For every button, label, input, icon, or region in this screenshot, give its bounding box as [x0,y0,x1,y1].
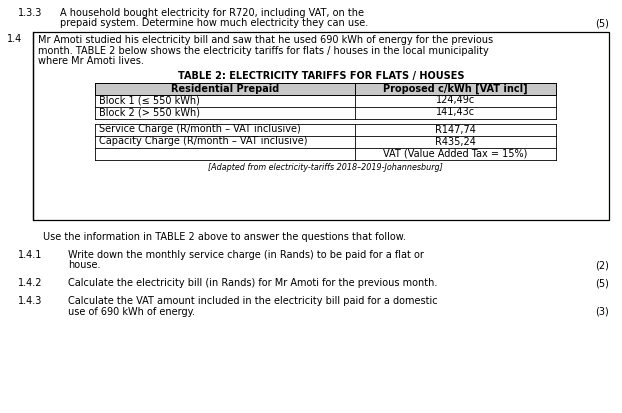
Text: Proposed c/kWh [VAT incl]: Proposed c/kWh [VAT incl] [383,83,528,94]
Text: Capacity Charge (R/month – VAT inclusive): Capacity Charge (R/month – VAT inclusive… [99,137,307,147]
Text: A household bought electricity for R720, including VAT, on the: A household bought electricity for R720,… [60,8,364,18]
Text: Block 2 (> 550 kWh): Block 2 (> 550 kWh) [99,107,200,118]
Text: 1.4.2: 1.4.2 [18,278,42,289]
Text: TABLE 2: ELECTRICITY TARIFFS FOR FLATS / HOUSES: TABLE 2: ELECTRICITY TARIFFS FOR FLATS /… [178,71,464,81]
Text: (3): (3) [595,307,609,317]
Text: 141,43c: 141,43c [436,107,475,118]
Text: use of 690 kWh of energy.: use of 690 kWh of energy. [68,307,195,317]
Text: 1.4: 1.4 [7,34,22,44]
Text: house.: house. [68,261,101,271]
Text: Block 1 (≤ 550 kWh): Block 1 (≤ 550 kWh) [99,95,200,105]
Text: where Mr Amoti lives.: where Mr Amoti lives. [38,56,144,66]
Text: R435,24: R435,24 [435,137,476,147]
Text: 124,49c: 124,49c [436,95,475,105]
Bar [33,32,609,220]
Text: (2): (2) [595,261,609,271]
Text: (5): (5) [595,19,609,28]
Text: Use the information in TABLE 2 above to answer the questions that follow.: Use the information in TABLE 2 above to … [43,232,406,242]
Text: R147,74: R147,74 [435,124,476,135]
Text: (5): (5) [595,278,609,289]
Text: [Adapted from electricity-tariffs 2018–2019-Johannesburg]: [Adapted from electricity-tariffs 2018–2… [208,162,443,171]
Text: 1.3.3: 1.3.3 [18,8,42,18]
Text: prepaid system. Determine how much electricity they can use.: prepaid system. Determine how much elect… [60,19,368,28]
Text: month. TABLE 2 below shows the electricity tariffs for flats / houses in the loc: month. TABLE 2 below shows the electrici… [38,45,489,55]
Text: Calculate the electricity bill (in Rands) for Mr Amoti for the previous month.: Calculate the electricity bill (in Rands… [68,278,437,289]
Text: Write down the monthly service charge (in Rands) to be paid for a flat or: Write down the monthly service charge (i… [68,250,424,260]
Bar [95,83,556,95]
Text: Residential Prepaid: Residential Prepaid [171,83,279,93]
Text: Mr Amoti studied his electricity bill and saw that he used 690 kWh of energy for: Mr Amoti studied his electricity bill an… [38,35,493,45]
Text: 1.4.1: 1.4.1 [18,250,42,260]
Text: 1.4.3: 1.4.3 [18,297,42,306]
Text: Service Charge (R/month – VAT inclusive): Service Charge (R/month – VAT inclusive) [99,124,301,135]
Text: Calculate the VAT amount included in the electricity bill paid for a domestic: Calculate the VAT amount included in the… [68,297,438,306]
Text: VAT (Value Added Tax = 15%): VAT (Value Added Tax = 15%) [383,149,527,159]
